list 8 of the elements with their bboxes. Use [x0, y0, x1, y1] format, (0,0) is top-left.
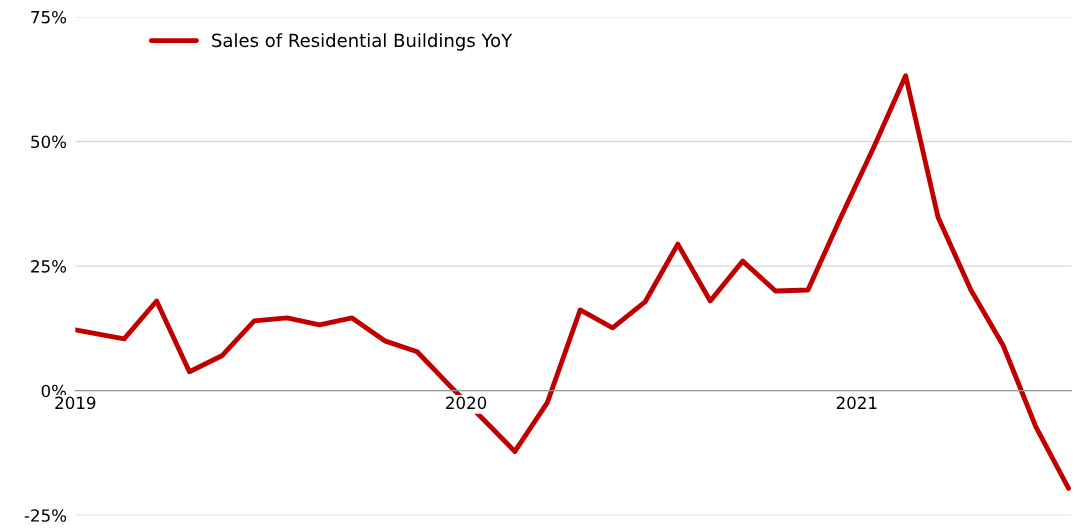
- y-tick-label: 50%: [31, 135, 67, 149]
- y-tick-label: -25%: [24, 509, 67, 522]
- x-tick-label: 2019: [55, 396, 96, 410]
- legend-label: Sales of Residential Buildings YoY: [212, 33, 513, 51]
- x-tick-label: 2020: [446, 396, 487, 410]
- x-tick-label: 2021: [836, 396, 877, 410]
- y-tick-label: 25%: [31, 260, 67, 273]
- y-tick-label: 75%: [31, 10, 67, 24]
